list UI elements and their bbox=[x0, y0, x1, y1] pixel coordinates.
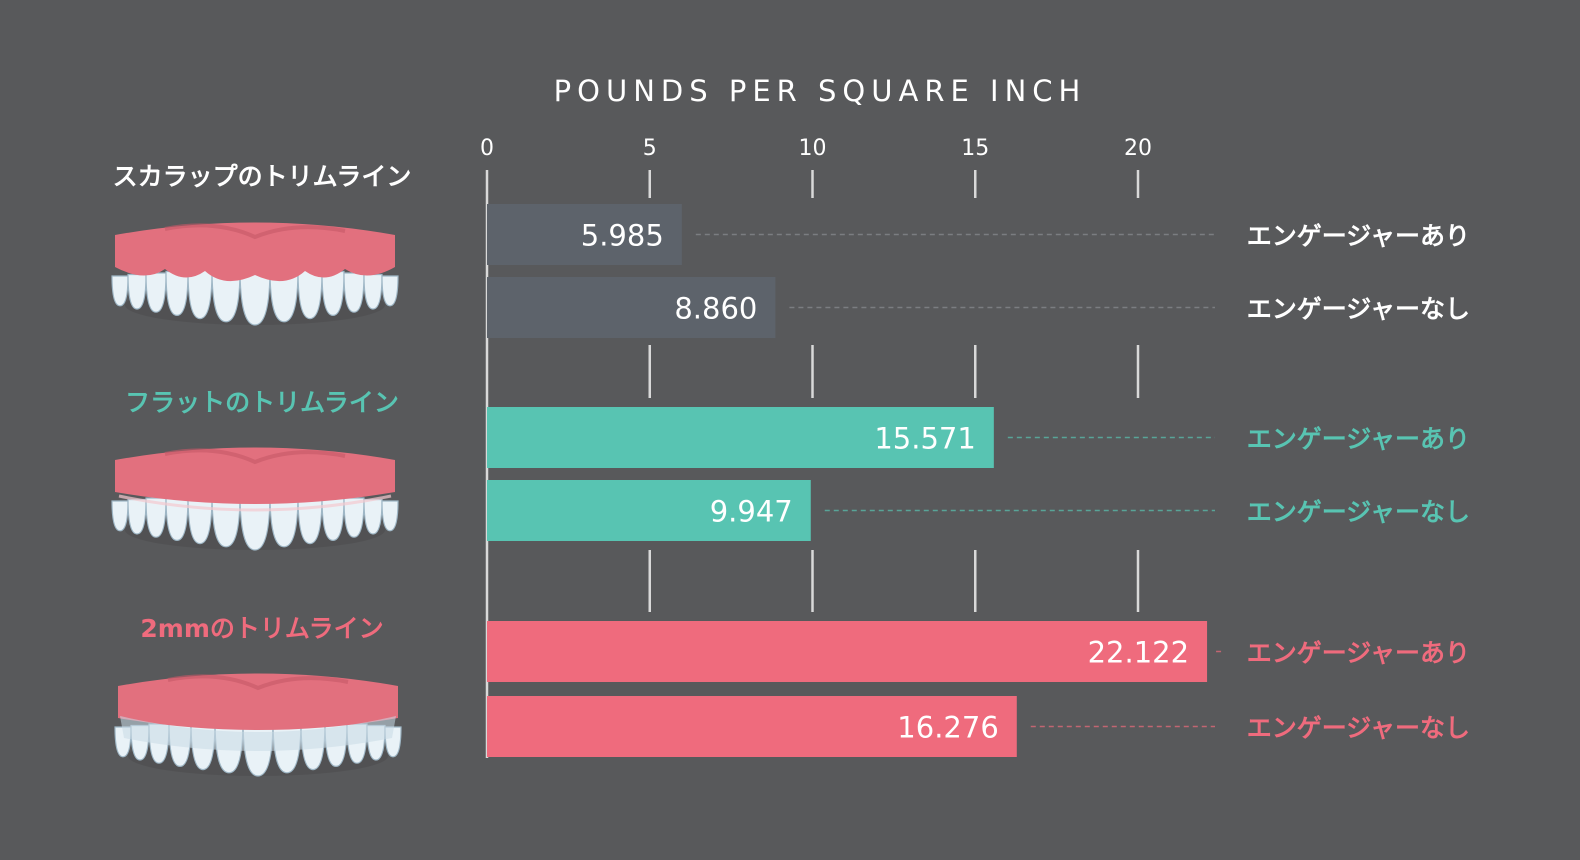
group-label-2mm: 2mmのトリムライン bbox=[140, 614, 384, 643]
bar-category-label: エンゲージャーなし bbox=[1247, 714, 1470, 743]
bar-category-label: エンゲージャーなし bbox=[1247, 295, 1470, 324]
bar bbox=[487, 480, 811, 541]
x-tick-label: 5 bbox=[643, 136, 657, 161]
bar-value-label: 16.276 bbox=[897, 711, 998, 745]
x-tick-label: 20 bbox=[1124, 136, 1152, 161]
x-tick-label: 10 bbox=[799, 136, 827, 161]
bar bbox=[487, 204, 682, 265]
bar-category-label: エンゲージャーあり bbox=[1247, 425, 1470, 454]
axis-title: POUNDS PER SQUARE INCH bbox=[553, 74, 1087, 108]
bar bbox=[487, 696, 1017, 757]
bar bbox=[487, 621, 1208, 682]
bar-value-label: 8.860 bbox=[674, 292, 757, 326]
bar-category-label: エンゲージャーなし bbox=[1247, 498, 1470, 527]
bar-value-label: 22.122 bbox=[1088, 636, 1189, 670]
x-tick-label: 15 bbox=[961, 136, 989, 161]
bar-value-label: 9.947 bbox=[710, 495, 793, 529]
bar-category-label: エンゲージャーあり bbox=[1247, 222, 1470, 251]
denture-shape bbox=[114, 673, 402, 777]
x-tick-label: 0 bbox=[480, 136, 494, 161]
denture-shape bbox=[111, 447, 399, 551]
denture-flat-icon bbox=[105, 430, 405, 559]
group-label-scallop: スカラップのトリムライン bbox=[112, 162, 412, 191]
group-label-flat: フラットのトリムライン bbox=[125, 388, 399, 417]
bar-value-label: 5.985 bbox=[581, 219, 664, 253]
bar bbox=[487, 277, 776, 338]
denture-2mm-icon bbox=[108, 656, 408, 785]
denture-shape bbox=[111, 222, 399, 326]
denture-scallop-icon bbox=[105, 205, 405, 334]
bar-value-label: 15.571 bbox=[874, 422, 975, 456]
bar bbox=[487, 407, 994, 468]
bar-category-label: エンゲージャーあり bbox=[1247, 639, 1470, 668]
